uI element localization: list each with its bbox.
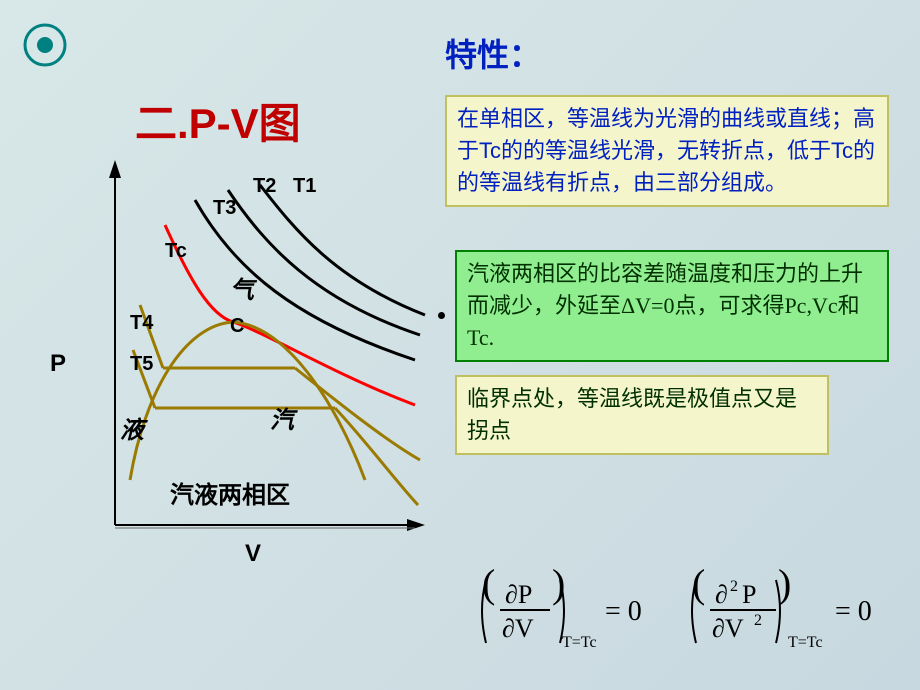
label-gas: 气	[230, 270, 254, 305]
characteristics-title: 特性：	[445, 30, 541, 76]
label-t4: T4	[130, 312, 153, 335]
label-tc: Tc	[165, 240, 187, 263]
label-two-phase: 汽液两相区	[170, 475, 290, 510]
eq1-num: ∂P	[505, 580, 532, 609]
axis-x-label: V	[245, 540, 261, 568]
svg-text:∂: ∂	[715, 580, 728, 609]
bullet-dot	[438, 312, 445, 319]
label-liquid: 液	[120, 410, 144, 445]
eq1-den: ∂V	[502, 614, 534, 643]
eq2-numsup: 2	[730, 578, 738, 595]
label-t2: T2	[253, 175, 276, 198]
svg-text:∂V: ∂V	[712, 614, 744, 643]
axis-y-label: P	[50, 350, 66, 378]
pv-diagram: P V T1 T2 T3 Tc T4 T5 C 气 汽 液 汽液两相区	[35, 140, 435, 590]
property-box-2: 汽液两相区的比容差随温度和压力的上升而减少，外延至ΔV=0点，可求得Pc,Vc和…	[455, 250, 889, 362]
label-t3: T3	[213, 197, 236, 220]
eq2-densup: 2	[754, 612, 762, 629]
equations: ( ) ∂P ∂V T=Tc = 0 ( ) ∂ 2 P ∂V 2 T=Tc =…	[480, 565, 890, 655]
label-vapor: 汽	[270, 400, 294, 435]
svg-text:P: P	[742, 580, 756, 609]
label-t5: T5	[130, 353, 153, 376]
label-t1: T1	[293, 175, 316, 198]
label-c: C	[230, 315, 244, 338]
corner-decoration	[20, 20, 70, 70]
property-box-3: 临界点处，等温线既是极值点又是拐点	[455, 375, 829, 455]
property-box-1: 在单相区，等温线为光滑的曲线或直线；高于Tc的的等温线光滑，无转折点，低于Tc的…	[445, 95, 889, 207]
eq2-rhs: = 0	[835, 596, 872, 627]
eq1-sub: T=Tc	[562, 634, 597, 651]
eq1-rhs: = 0	[605, 596, 642, 627]
eq2-sub: T=Tc	[788, 634, 823, 651]
